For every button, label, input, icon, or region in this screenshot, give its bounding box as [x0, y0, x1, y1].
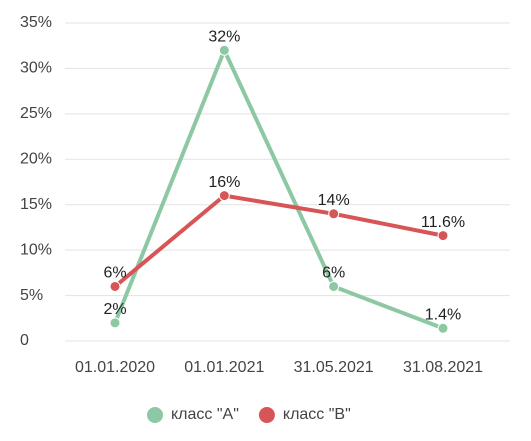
point [437, 322, 449, 334]
legend-label: класс "A" [171, 406, 239, 423]
y-tick-label: 5% [20, 287, 43, 304]
data-label: 6% [103, 265, 126, 282]
y-tick-label: 15% [20, 196, 52, 213]
x-tick-label: 01.01.2020 [75, 359, 155, 376]
legend-label: класс "B" [283, 406, 351, 423]
point [109, 280, 121, 292]
x-tick-label: 31.05.2021 [294, 359, 374, 376]
legend-marker [147, 407, 163, 423]
point [328, 208, 340, 220]
x-tick-label: 31.08.2021 [403, 359, 483, 376]
data-label: 11.6% [421, 214, 465, 231]
point [218, 44, 230, 56]
y-tick-label: 35% [20, 14, 52, 31]
data-label: 6% [322, 265, 345, 282]
y-tick-label: 10% [20, 241, 52, 258]
point [109, 317, 121, 329]
legend-marker [258, 407, 275, 423]
data-label: 2% [103, 301, 126, 318]
x-tick-label: 01.01.2021 [184, 359, 264, 376]
series-line [113, 193, 444, 289]
y-tick-label: 30% [20, 60, 52, 77]
data-label: 32% [208, 28, 240, 45]
series-line [113, 48, 444, 331]
point [218, 190, 230, 202]
point [328, 280, 340, 292]
y-tick-label: 20% [20, 151, 52, 168]
y-tick-label: 0 [20, 332, 29, 349]
y-tick-label: 25% [20, 105, 52, 122]
data-label: 16% [208, 174, 240, 191]
data-label: 1.4% [425, 306, 461, 323]
point [437, 230, 449, 242]
data-label: 14% [318, 192, 350, 209]
